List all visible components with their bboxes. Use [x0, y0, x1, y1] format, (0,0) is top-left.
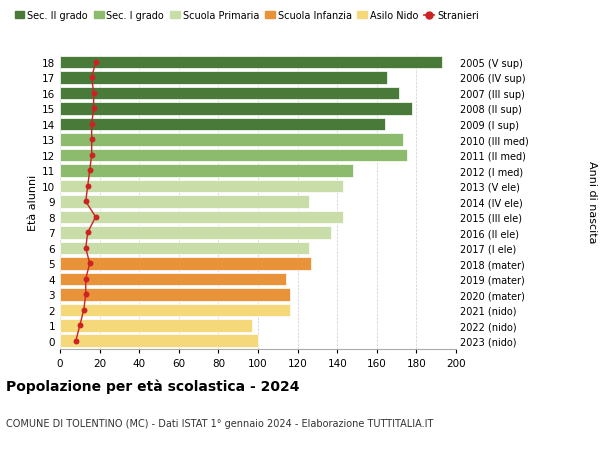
Point: [83, 229, 92, 236]
Bar: [60, 103, 412, 116]
Legend: Sec. II grado, Sec. I grado, Scuola Primaria, Scuola Infanzia, Asilo Nido, Stran: Sec. II grado, Sec. I grado, Scuola Prim…: [11, 7, 482, 25]
Bar: [60, 304, 290, 317]
Bar: [60, 180, 343, 193]
Point: [87, 136, 97, 144]
Point: [81, 275, 91, 283]
Bar: [60, 196, 310, 208]
Point: [83, 183, 92, 190]
Bar: [60, 118, 385, 131]
Text: Anni di nascita: Anni di nascita: [587, 161, 597, 243]
Point: [89, 106, 98, 113]
Bar: [60, 273, 286, 285]
Point: [91, 214, 100, 221]
Point: [75, 322, 85, 329]
Bar: [60, 134, 403, 146]
Point: [85, 260, 95, 268]
Point: [91, 59, 100, 67]
Bar: [60, 257, 311, 270]
Point: [87, 121, 97, 129]
Point: [81, 291, 91, 298]
Bar: [60, 56, 442, 69]
Y-axis label: Età alunni: Età alunni: [28, 174, 38, 230]
Bar: [60, 149, 407, 162]
Bar: [60, 72, 387, 84]
Point: [87, 75, 97, 82]
Point: [87, 152, 97, 159]
Text: COMUNE DI TOLENTINO (MC) - Dati ISTAT 1° gennaio 2024 - Elaborazione TUTTITALIA.: COMUNE DI TOLENTINO (MC) - Dati ISTAT 1°…: [6, 418, 433, 428]
Point: [81, 245, 91, 252]
Point: [89, 90, 98, 97]
Bar: [60, 319, 252, 332]
Bar: [60, 242, 310, 255]
Point: [79, 307, 89, 314]
Bar: [60, 288, 290, 301]
Bar: [60, 87, 398, 100]
Bar: [60, 335, 258, 347]
Bar: [60, 227, 331, 239]
Text: Popolazione per età scolastica - 2024: Popolazione per età scolastica - 2024: [6, 379, 299, 393]
Bar: [60, 165, 353, 177]
Point: [85, 168, 95, 175]
Point: [71, 337, 80, 345]
Point: [81, 198, 91, 206]
Bar: [60, 211, 343, 224]
